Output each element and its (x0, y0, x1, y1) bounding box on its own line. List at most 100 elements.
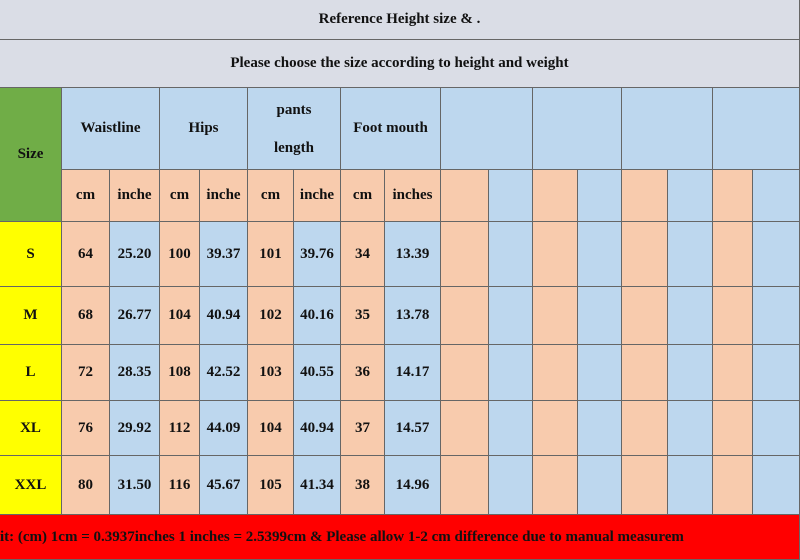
measure-value: 40.94 (294, 401, 341, 456)
unit-label: inche (294, 170, 341, 222)
measure-value: 14.96 (385, 456, 441, 515)
size-label: L (0, 345, 62, 401)
empty-cell (753, 456, 800, 515)
measure-value: 41.34 (294, 456, 341, 515)
empty-cell (713, 345, 753, 401)
column-header: Waistline (62, 88, 160, 170)
measure-value: 26.77 (110, 287, 160, 345)
measure-value: 104 (160, 287, 200, 345)
empty-cell (489, 170, 533, 222)
empty-cell (489, 456, 533, 515)
empty-cell (622, 222, 668, 287)
empty-cell (533, 170, 578, 222)
empty-cell (578, 456, 622, 515)
size-label: S (0, 222, 62, 287)
measure-value: 39.37 (200, 222, 248, 287)
empty-cell (489, 287, 533, 345)
empty-cell (622, 287, 668, 345)
measure-value: 112 (160, 401, 200, 456)
measure-value: 64 (62, 222, 110, 287)
measure-value: 105 (248, 456, 294, 515)
unit-label: cm (62, 170, 110, 222)
unit-label: inche (200, 170, 248, 222)
measure-value: 101 (248, 222, 294, 287)
empty-cell (533, 456, 578, 515)
measure-value: 13.78 (385, 287, 441, 345)
empty-cell (441, 345, 489, 401)
size-label: XXL (0, 456, 62, 515)
footer-note: it: (cm) 1cm = 0.3937inches 1 inches = 2… (0, 515, 800, 560)
unit-label: inches (385, 170, 441, 222)
empty-cell (668, 222, 713, 287)
empty-cell (713, 222, 753, 287)
measure-value: 108 (160, 345, 200, 401)
unit-label: cm (341, 170, 385, 222)
empty-cell (713, 170, 753, 222)
column-header: Hips (160, 88, 248, 170)
empty-cell (489, 401, 533, 456)
measure-value: 39.76 (294, 222, 341, 287)
measure-value: 68 (62, 287, 110, 345)
empty-cell (713, 287, 753, 345)
empty-cell (578, 345, 622, 401)
empty-cell (441, 401, 489, 456)
empty-cell (622, 345, 668, 401)
empty-cell (668, 401, 713, 456)
measure-value: 45.67 (200, 456, 248, 515)
measure-value: 37 (341, 401, 385, 456)
empty-cell (489, 345, 533, 401)
measure-value: 40.94 (200, 287, 248, 345)
empty-cell (441, 222, 489, 287)
empty-cell (441, 456, 489, 515)
empty-cell (622, 170, 668, 222)
size-label: M (0, 287, 62, 345)
empty-cell (441, 287, 489, 345)
measure-value: 103 (248, 345, 294, 401)
unit-label: cm (160, 170, 200, 222)
subtitle: Please choose the size according to heig… (0, 40, 800, 88)
empty-cell (753, 287, 800, 345)
empty-cell (713, 88, 800, 170)
empty-cell (668, 287, 713, 345)
measure-value: 38 (341, 456, 385, 515)
measure-value: 35 (341, 287, 385, 345)
measure-value: 116 (160, 456, 200, 515)
empty-cell (533, 88, 622, 170)
measure-value: 102 (248, 287, 294, 345)
title: Reference Height size & . (0, 0, 800, 40)
measure-value: 72 (62, 345, 110, 401)
empty-cell (533, 287, 578, 345)
empty-cell (668, 345, 713, 401)
empty-cell (578, 401, 622, 456)
measure-value: 14.17 (385, 345, 441, 401)
empty-cell (622, 456, 668, 515)
empty-cell (533, 222, 578, 287)
column-header: Foot mouth (341, 88, 441, 170)
empty-cell (668, 170, 713, 222)
measure-value: 34 (341, 222, 385, 287)
measure-value: 13.39 (385, 222, 441, 287)
size-label: XL (0, 401, 62, 456)
measure-value: 28.35 (110, 345, 160, 401)
unit-label: inche (110, 170, 160, 222)
measure-value: 36 (341, 345, 385, 401)
empty-cell (578, 222, 622, 287)
measure-value: 104 (248, 401, 294, 456)
column-header: pants length (248, 88, 341, 170)
measure-value: 44.09 (200, 401, 248, 456)
size-header: Size (0, 88, 62, 222)
empty-cell (578, 287, 622, 345)
empty-cell (753, 170, 800, 222)
empty-cell (622, 88, 713, 170)
empty-cell (578, 170, 622, 222)
empty-cell (489, 222, 533, 287)
measure-value: 25.20 (110, 222, 160, 287)
empty-cell (622, 401, 668, 456)
unit-label: cm (248, 170, 294, 222)
empty-cell (753, 345, 800, 401)
measure-value: 14.57 (385, 401, 441, 456)
measure-value: 42.52 (200, 345, 248, 401)
measure-value: 100 (160, 222, 200, 287)
measure-value: 29.92 (110, 401, 160, 456)
empty-cell (753, 401, 800, 456)
